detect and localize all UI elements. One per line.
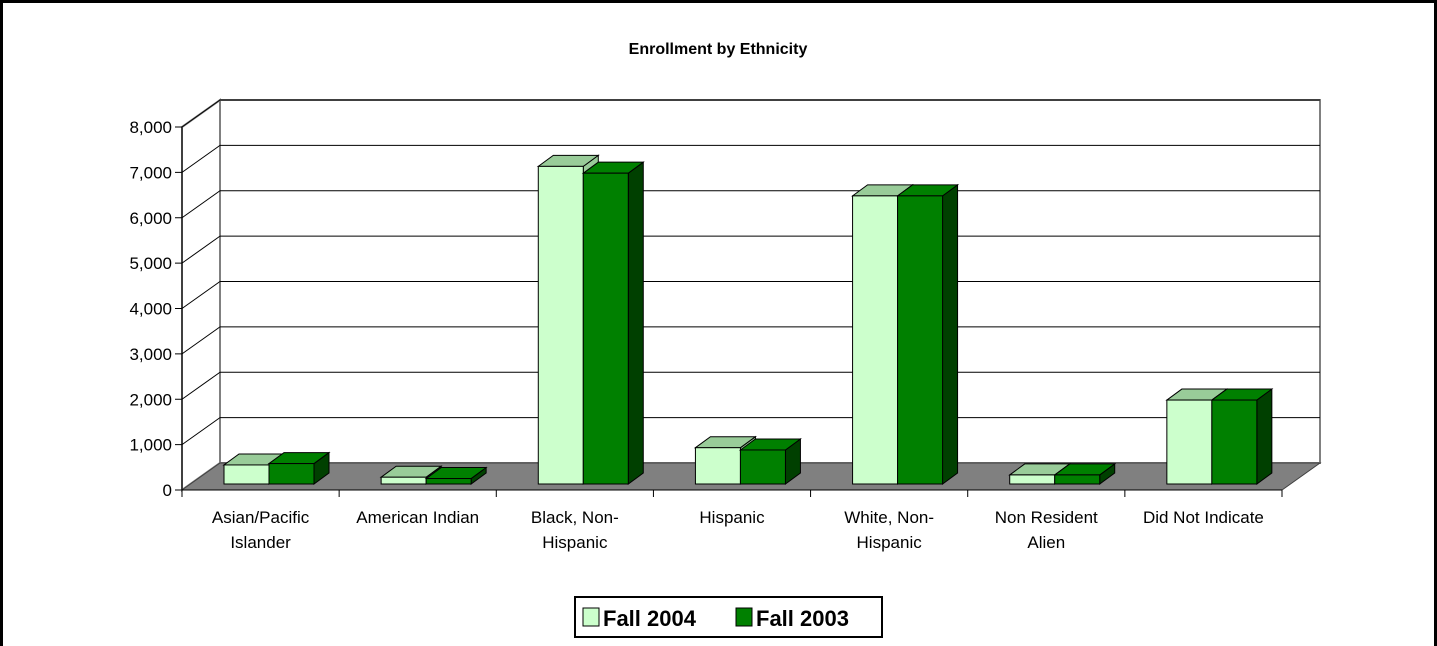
gridline-side <box>181 281 221 309</box>
bar-side <box>627 161 644 485</box>
category-group <box>536 154 645 485</box>
legend-label: Fall 2003 <box>756 606 849 631</box>
bar <box>1009 474 1056 485</box>
legend: Fall 2004 Fall 2003 <box>574 596 883 638</box>
y-tick-label: 8,000 <box>129 118 172 137</box>
category-group <box>693 435 802 485</box>
gridline-side <box>181 235 221 264</box>
category-group <box>1008 462 1117 485</box>
bar <box>694 447 741 485</box>
y-tick-label: 4,000 <box>129 300 172 319</box>
legend-label: Fall 2004 <box>603 606 697 631</box>
y-tick-label: 5,000 <box>129 254 172 273</box>
y-tick-label: 6,000 <box>129 209 172 228</box>
gridline-side <box>181 144 221 173</box>
bar-side <box>1256 388 1273 485</box>
bar <box>425 478 472 485</box>
x-tick-label: White, Non- <box>844 508 934 527</box>
x-tick-label: Hispanic <box>857 533 923 552</box>
gridline-side <box>181 371 221 400</box>
bar <box>223 464 270 485</box>
gridline-side <box>181 190 221 219</box>
legend-swatch <box>735 607 753 627</box>
category-group <box>851 183 960 485</box>
gridline-side <box>181 99 221 128</box>
y-tick-label: 3,000 <box>129 345 172 364</box>
x-tick-label: Hispanic <box>699 508 765 527</box>
bar <box>897 195 944 485</box>
bar <box>739 449 786 485</box>
bar-side <box>942 183 959 485</box>
bar <box>1211 399 1258 485</box>
bar <box>380 476 427 485</box>
x-tick-label: American Indian <box>356 508 479 527</box>
gridline-side <box>181 326 221 355</box>
x-tick-label: Non Resident <box>995 508 1098 527</box>
y-tick-label: 2,000 <box>129 390 172 409</box>
gridline-side <box>181 417 221 446</box>
x-tick-label: Asian/Pacific <box>212 508 310 527</box>
bar <box>1054 474 1101 485</box>
chart-title: Enrollment by Ethnicity <box>629 41 808 58</box>
y-tick-label: 7,000 <box>129 163 172 182</box>
x-tick-label: Islander <box>230 533 291 552</box>
x-tick-label: Hispanic <box>542 533 608 552</box>
bar <box>1166 399 1213 485</box>
bar <box>537 165 584 485</box>
category-group <box>1165 388 1274 485</box>
legend-box <box>574 596 883 638</box>
x-tick-label: Alien <box>1027 533 1065 552</box>
y-tick-label: 1,000 <box>129 436 172 455</box>
bar <box>268 463 315 485</box>
category-group <box>222 451 331 485</box>
legend-swatch <box>582 607 600 627</box>
x-tick-label: Did Not Indicate <box>1143 508 1264 527</box>
x-tick-label: Black, Non- <box>531 508 619 527</box>
y-tick-label: 0 <box>163 481 172 500</box>
category-group <box>379 465 488 485</box>
bar <box>582 172 629 485</box>
bar <box>852 195 899 485</box>
